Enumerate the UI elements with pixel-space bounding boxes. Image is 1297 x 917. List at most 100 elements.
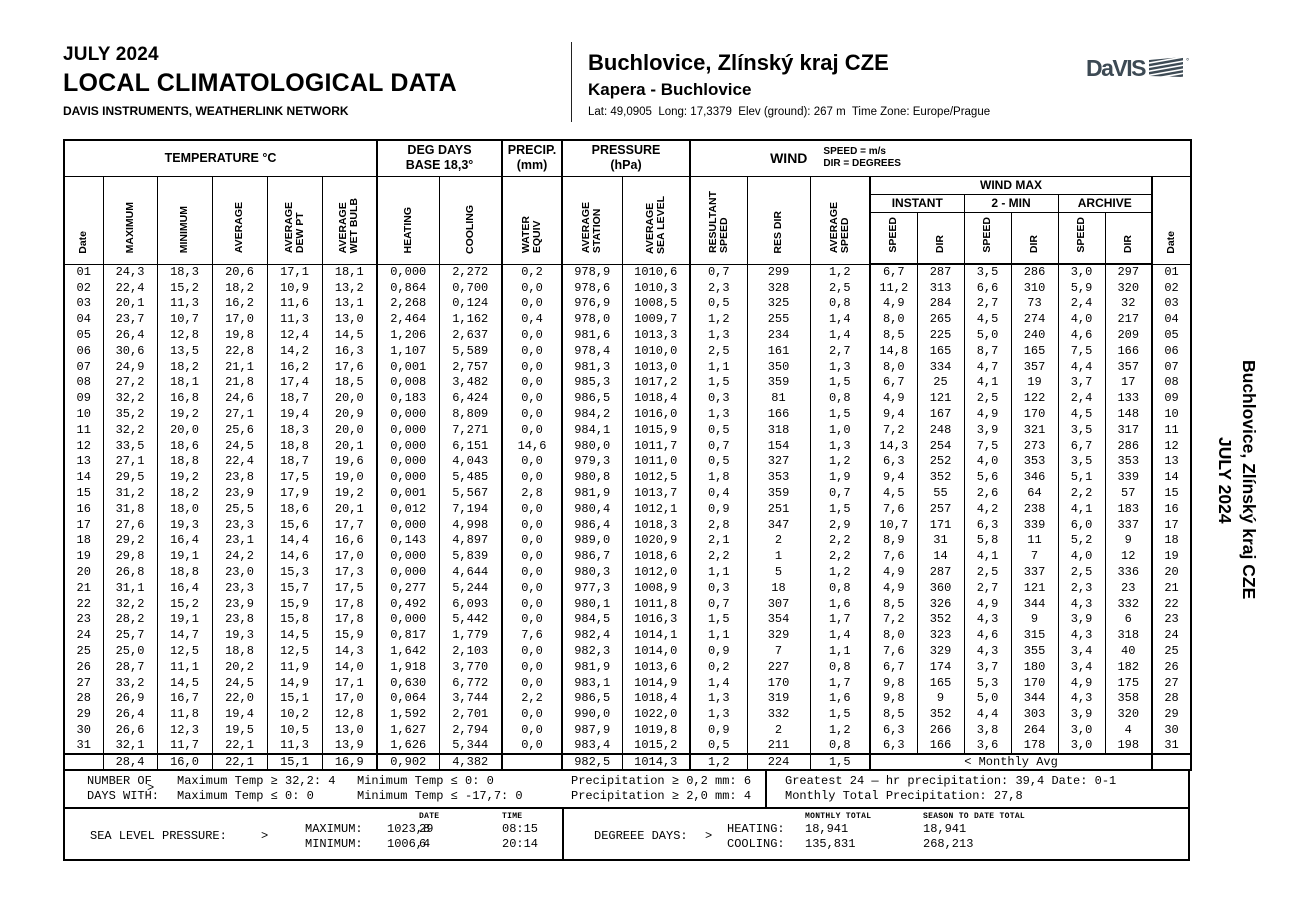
table-cell: 14,3: [321, 643, 377, 659]
table-cell: 161: [746, 342, 810, 359]
table-cell: 0,0: [501, 658, 562, 675]
table-cell: 02: [76, 280, 91, 295]
table-cell: 11,1: [156, 658, 212, 675]
table-cell: 22: [76, 596, 91, 611]
table-cell: 20,6: [211, 264, 267, 280]
table-cell: 307: [746, 595, 810, 612]
table-cell: 2,7: [963, 579, 1011, 596]
table-cell: 166: [916, 737, 964, 754]
table-cell: 16,7: [156, 690, 212, 707]
col-average-station: AVERAGE STATION: [561, 175, 623, 265]
table-cell: 22: [1150, 595, 1192, 612]
col-resultant-speed: RESULTANT SPEED: [689, 175, 748, 265]
table-cell: 2,4: [1057, 390, 1105, 407]
table-cell: 4,3: [963, 643, 1011, 659]
table-cell: 1,5: [809, 500, 870, 517]
table-cell: 8,5: [869, 595, 917, 612]
table-cell: 19,5: [211, 722, 267, 738]
table-cell: 0,0: [501, 500, 562, 517]
table-cell: 9: [1104, 532, 1152, 549]
table-cell: 986,5: [561, 690, 622, 707]
table-cell: 251: [746, 500, 810, 517]
table-cell: 8,0: [869, 311, 917, 328]
cooling-monthly-value: 135,831: [805, 836, 856, 851]
pressure-min-time: 20:14: [502, 836, 539, 851]
table-cell: 359: [746, 485, 810, 501]
table-cell: 14,8: [869, 342, 917, 359]
wind-group-label: WIND: [770, 149, 808, 166]
table-cell: 19: [1010, 374, 1058, 391]
table-cell: 03: [76, 296, 91, 311]
table-cell: 986,7: [561, 548, 622, 565]
pressure-max-value: 1023,8: [387, 821, 431, 836]
table-cell: 234: [746, 327, 810, 343]
climatological-table: TEMPERATURE °C DEG DAYS BASE 18,3° PRECI…: [63, 139, 1193, 771]
table-cell: 15,7: [266, 579, 322, 596]
table-cell: 0,008: [376, 374, 439, 391]
table-cell: 133: [1104, 390, 1152, 407]
table-cell: 10,2: [266, 706, 322, 723]
table-cell: 19,4: [211, 706, 267, 723]
table-row: 27 33,2 14,5 24,5 14,9 17,1 0,630 6,772 0,0 983,1…: [64, 674, 1192, 691]
table-cell: 1,2: [689, 311, 747, 328]
table-cell: 5,2: [1057, 532, 1105, 549]
table-cell: 6,3: [869, 737, 917, 754]
table-cell: 1,4: [809, 311, 870, 328]
table-cell: 23,3: [211, 579, 267, 596]
table-cell: 11: [76, 422, 91, 437]
table-cell: 08: [1150, 374, 1192, 391]
table-cell: 165: [1010, 342, 1058, 359]
pressure-min-label: MINIMUM:: [305, 836, 363, 851]
table-cell: 0,0: [501, 564, 562, 580]
table-cell: 1014,9: [621, 674, 690, 691]
table-cell: 01: [1150, 264, 1192, 280]
table-cell: 8,0: [869, 358, 917, 375]
table-cell: 0,0: [501, 643, 562, 659]
table-cell: 1,162: [438, 311, 502, 328]
table-cell: 19,2: [156, 469, 212, 486]
table-row: 16 31,8 18,0 25,5 18,6 20,1 0,012 7,194 0,0 980,4…: [64, 500, 1192, 517]
table-cell: 6,772: [438, 674, 502, 691]
table-cell: 5,0: [963, 327, 1011, 343]
speed-dir-header-row: SPEED DIR SPEED DIR SPEED DIR: [64, 211, 1191, 265]
table-cell: 5,3: [963, 674, 1011, 691]
table-cell: 1,4: [689, 674, 747, 691]
table-cell: 1,2: [809, 564, 870, 580]
table-row: 24 25,7 14,7 19,3 14,5 15,9 0,817 1,779 7,6 982,4…: [64, 627, 1192, 644]
table-cell: 31: [916, 532, 964, 549]
heating-monthly-value: 18,941: [805, 821, 849, 836]
table-cell: 1018,4: [621, 690, 690, 707]
table-cell: 332: [746, 706, 810, 723]
table-cell: 16: [76, 501, 91, 516]
table-cell: 0,0: [501, 421, 562, 438]
table-cell: 14,4: [266, 532, 322, 549]
table-cell: 0,0: [501, 722, 562, 738]
table-cell: 0,0: [501, 295, 562, 312]
table-cell: 0,8: [809, 658, 870, 675]
station-meta: Lat: 49,0905 Long: 17,3379 Elev (ground)…: [588, 106, 991, 118]
table-cell: 254: [916, 437, 964, 454]
table-cell: 1,107: [376, 342, 439, 359]
table-cell: 7,6: [501, 627, 562, 644]
table-cell: 2,757: [438, 358, 502, 375]
table-cell: 05: [1150, 327, 1192, 343]
table-cell: 353: [1010, 453, 1058, 470]
table-cell: 15: [1150, 485, 1192, 501]
table-row: 22 32,2 15,2 23,9 15,9 17,8 0,492 6,093 0,0 980,1…: [64, 595, 1192, 612]
table-cell: 6,7: [869, 264, 917, 280]
table-cell: 5,0: [963, 690, 1011, 707]
table-cell: 985,3: [561, 374, 622, 391]
table-cell: 14,6: [501, 437, 562, 454]
table-cell: 1,0: [809, 421, 870, 438]
table-cell: 981,3: [561, 358, 622, 375]
monthly-total-header: MONTHLY TOTAL: [805, 811, 872, 821]
table-cell: 18,2: [211, 279, 267, 296]
table-cell: 11: [1150, 421, 1192, 438]
table-cell: 6,3: [869, 453, 917, 470]
table-cell: 3,0: [1057, 737, 1105, 754]
table-row: 13 27,1 18,8 22,4 18,7 19,6 0,000 4,043 0,0 979,3…: [64, 453, 1192, 470]
table-cell: 20: [1150, 564, 1192, 580]
table-cell: 23,0: [211, 564, 267, 580]
table-cell: 4,9: [963, 406, 1011, 422]
table-cell: 25,5: [211, 500, 267, 517]
